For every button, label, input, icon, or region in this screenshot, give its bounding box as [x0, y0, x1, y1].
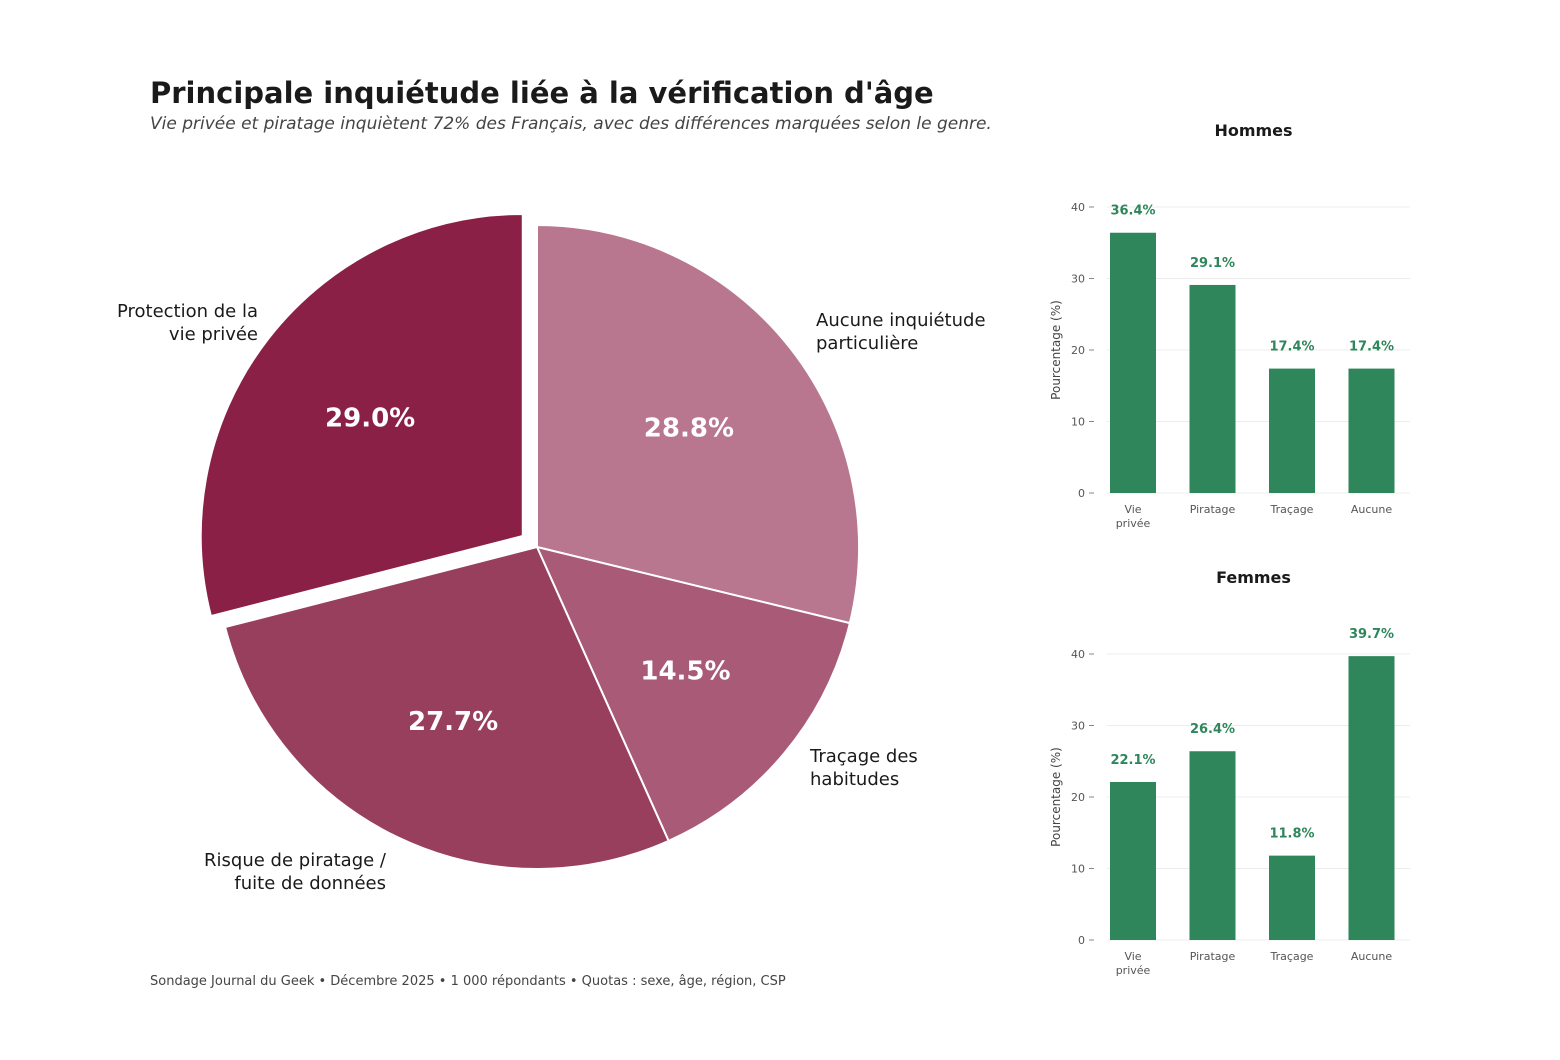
pie-slice-label: Traçage des habitudes	[809, 746, 918, 790]
bar-value-label: 26.4%	[1190, 722, 1235, 737]
x-tick-label: Vie privée	[1116, 950, 1151, 977]
pie-slice-label: Risque de piratage / fuite de données	[204, 850, 387, 894]
pie-slice-value-label: 14.5%	[640, 657, 730, 687]
bar-value-label: 22.1%	[1110, 753, 1155, 768]
y-tick-label: 40	[1071, 648, 1085, 661]
y-tick-label: 10	[1071, 863, 1085, 876]
x-tick-label: Aucune	[1351, 950, 1392, 963]
y-tick-label: 30	[1071, 273, 1085, 286]
pie-slice-value-label: 27.7%	[408, 707, 498, 737]
page-subtitle: Vie privée et piratage inquiètent 72% de…	[150, 114, 992, 134]
bar-value-label: 11.8%	[1269, 827, 1314, 842]
y-tick-label: 0	[1078, 487, 1085, 500]
pie-slice	[536, 223, 860, 625]
bar	[1189, 751, 1236, 940]
bar-value-label: 39.7%	[1349, 627, 1394, 642]
pie-chart: 28.8% Aucune inquiétude particulière 14.5% T…	[117, 212, 986, 894]
bar	[1348, 368, 1395, 493]
pie-slice-label: Aucune inquiétude particulière	[816, 310, 986, 354]
y-tick-label: 20	[1071, 791, 1085, 804]
bar	[1110, 232, 1156, 494]
bar-chart-femmes: Femmes 0 10 20 30 40 Pourcentage (%) 22.1% Vie pr…	[1049, 568, 1410, 977]
bar-chart-title: Femmes	[1216, 568, 1291, 587]
x-tick-label: Traçage	[1270, 950, 1314, 963]
bar	[1189, 284, 1236, 493]
bar-value-label: 17.4%	[1269, 340, 1314, 355]
bar-value-label: 17.4%	[1349, 340, 1394, 355]
bar	[1269, 855, 1315, 940]
y-tick-label: 0	[1078, 934, 1085, 947]
source-footer: Sondage Journal du Geek • Décembre 2025 …	[150, 974, 786, 989]
pie-slice	[199, 212, 524, 618]
bar	[1269, 368, 1315, 493]
y-tick-label: 40	[1071, 201, 1085, 214]
bar	[1110, 781, 1156, 940]
bar-chart-title: Hommes	[1214, 121, 1292, 140]
y-axis-label: Pourcentage (%)	[1049, 300, 1063, 400]
x-tick-label: Piratage	[1190, 503, 1236, 516]
pie-slice-value-label: 28.8%	[644, 414, 734, 444]
x-tick-label: Aucune	[1351, 503, 1392, 516]
x-tick-label: Piratage	[1190, 950, 1236, 963]
y-axis-label: Pourcentage (%)	[1049, 747, 1063, 847]
pie-slice-label: Protection de la vie privée	[117, 301, 258, 345]
bar-chart-hommes: Hommes 0 10 20 30 40 Pourcentage (%) 36.4% Vie pr…	[1049, 121, 1410, 530]
pie-slice	[535, 545, 852, 843]
bar-value-label: 36.4%	[1110, 204, 1155, 219]
y-tick-label: 30	[1071, 720, 1085, 733]
y-tick-label: 20	[1071, 344, 1085, 357]
x-tick-label: Traçage	[1270, 503, 1314, 516]
page-title: Principale inquiétude liée à la vérifica…	[150, 76, 934, 110]
y-tick-label: 10	[1071, 416, 1085, 429]
bar	[1348, 656, 1395, 940]
bar-value-label: 29.1%	[1190, 256, 1235, 271]
x-tick-label: Vie privée	[1116, 503, 1151, 530]
pie-slice	[223, 545, 670, 870]
pie-slice-value-label: 29.0%	[325, 404, 415, 434]
